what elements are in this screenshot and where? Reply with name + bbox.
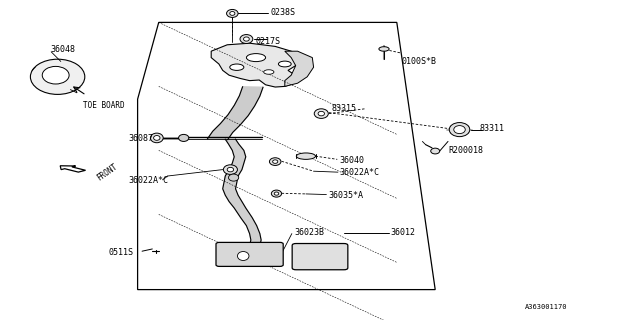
Ellipse shape: [179, 134, 189, 141]
Ellipse shape: [240, 35, 253, 44]
Text: A363001170: A363001170: [525, 304, 567, 310]
Ellipse shape: [227, 10, 238, 18]
Ellipse shape: [275, 192, 279, 195]
Ellipse shape: [243, 37, 250, 41]
Text: 36040: 36040: [339, 156, 364, 164]
Ellipse shape: [454, 126, 465, 134]
Text: 83311: 83311: [480, 124, 505, 132]
Text: 83315: 83315: [332, 104, 356, 113]
Ellipse shape: [269, 158, 281, 165]
FancyBboxPatch shape: [292, 244, 348, 270]
Text: 36087: 36087: [128, 134, 153, 143]
Ellipse shape: [227, 167, 234, 172]
Text: 36035*A: 36035*A: [328, 191, 364, 200]
Ellipse shape: [273, 160, 278, 163]
Ellipse shape: [296, 153, 316, 159]
Text: 36022A*C: 36022A*C: [128, 176, 168, 185]
Text: FRONT: FRONT: [95, 162, 119, 182]
Ellipse shape: [223, 165, 237, 174]
Ellipse shape: [314, 109, 328, 118]
Ellipse shape: [230, 64, 244, 70]
Text: 0217S: 0217S: [256, 37, 281, 46]
Text: 36023B: 36023B: [294, 228, 324, 237]
Ellipse shape: [230, 12, 235, 15]
Text: 36012: 36012: [390, 228, 415, 237]
Ellipse shape: [271, 190, 282, 197]
Text: 36048: 36048: [50, 45, 75, 54]
Ellipse shape: [30, 59, 85, 94]
Ellipse shape: [449, 123, 470, 137]
Polygon shape: [285, 51, 314, 86]
Text: 0100S*B: 0100S*B: [402, 57, 437, 66]
Polygon shape: [207, 87, 263, 140]
Polygon shape: [223, 139, 261, 246]
Text: R200018: R200018: [448, 146, 483, 155]
Text: TOE BOARD: TOE BOARD: [83, 101, 125, 110]
Ellipse shape: [150, 133, 163, 143]
FancyBboxPatch shape: [216, 243, 283, 266]
Ellipse shape: [237, 252, 249, 260]
Ellipse shape: [278, 61, 291, 67]
Text: 0238S: 0238S: [270, 8, 295, 17]
Ellipse shape: [154, 136, 160, 140]
Text: 0511S: 0511S: [109, 248, 134, 257]
Ellipse shape: [431, 148, 440, 154]
Ellipse shape: [318, 111, 324, 116]
Polygon shape: [211, 43, 300, 87]
Ellipse shape: [264, 70, 274, 74]
Ellipse shape: [246, 54, 266, 62]
Ellipse shape: [228, 174, 239, 181]
Ellipse shape: [379, 47, 389, 51]
Ellipse shape: [42, 67, 69, 84]
Text: 36022A*C: 36022A*C: [339, 168, 380, 177]
